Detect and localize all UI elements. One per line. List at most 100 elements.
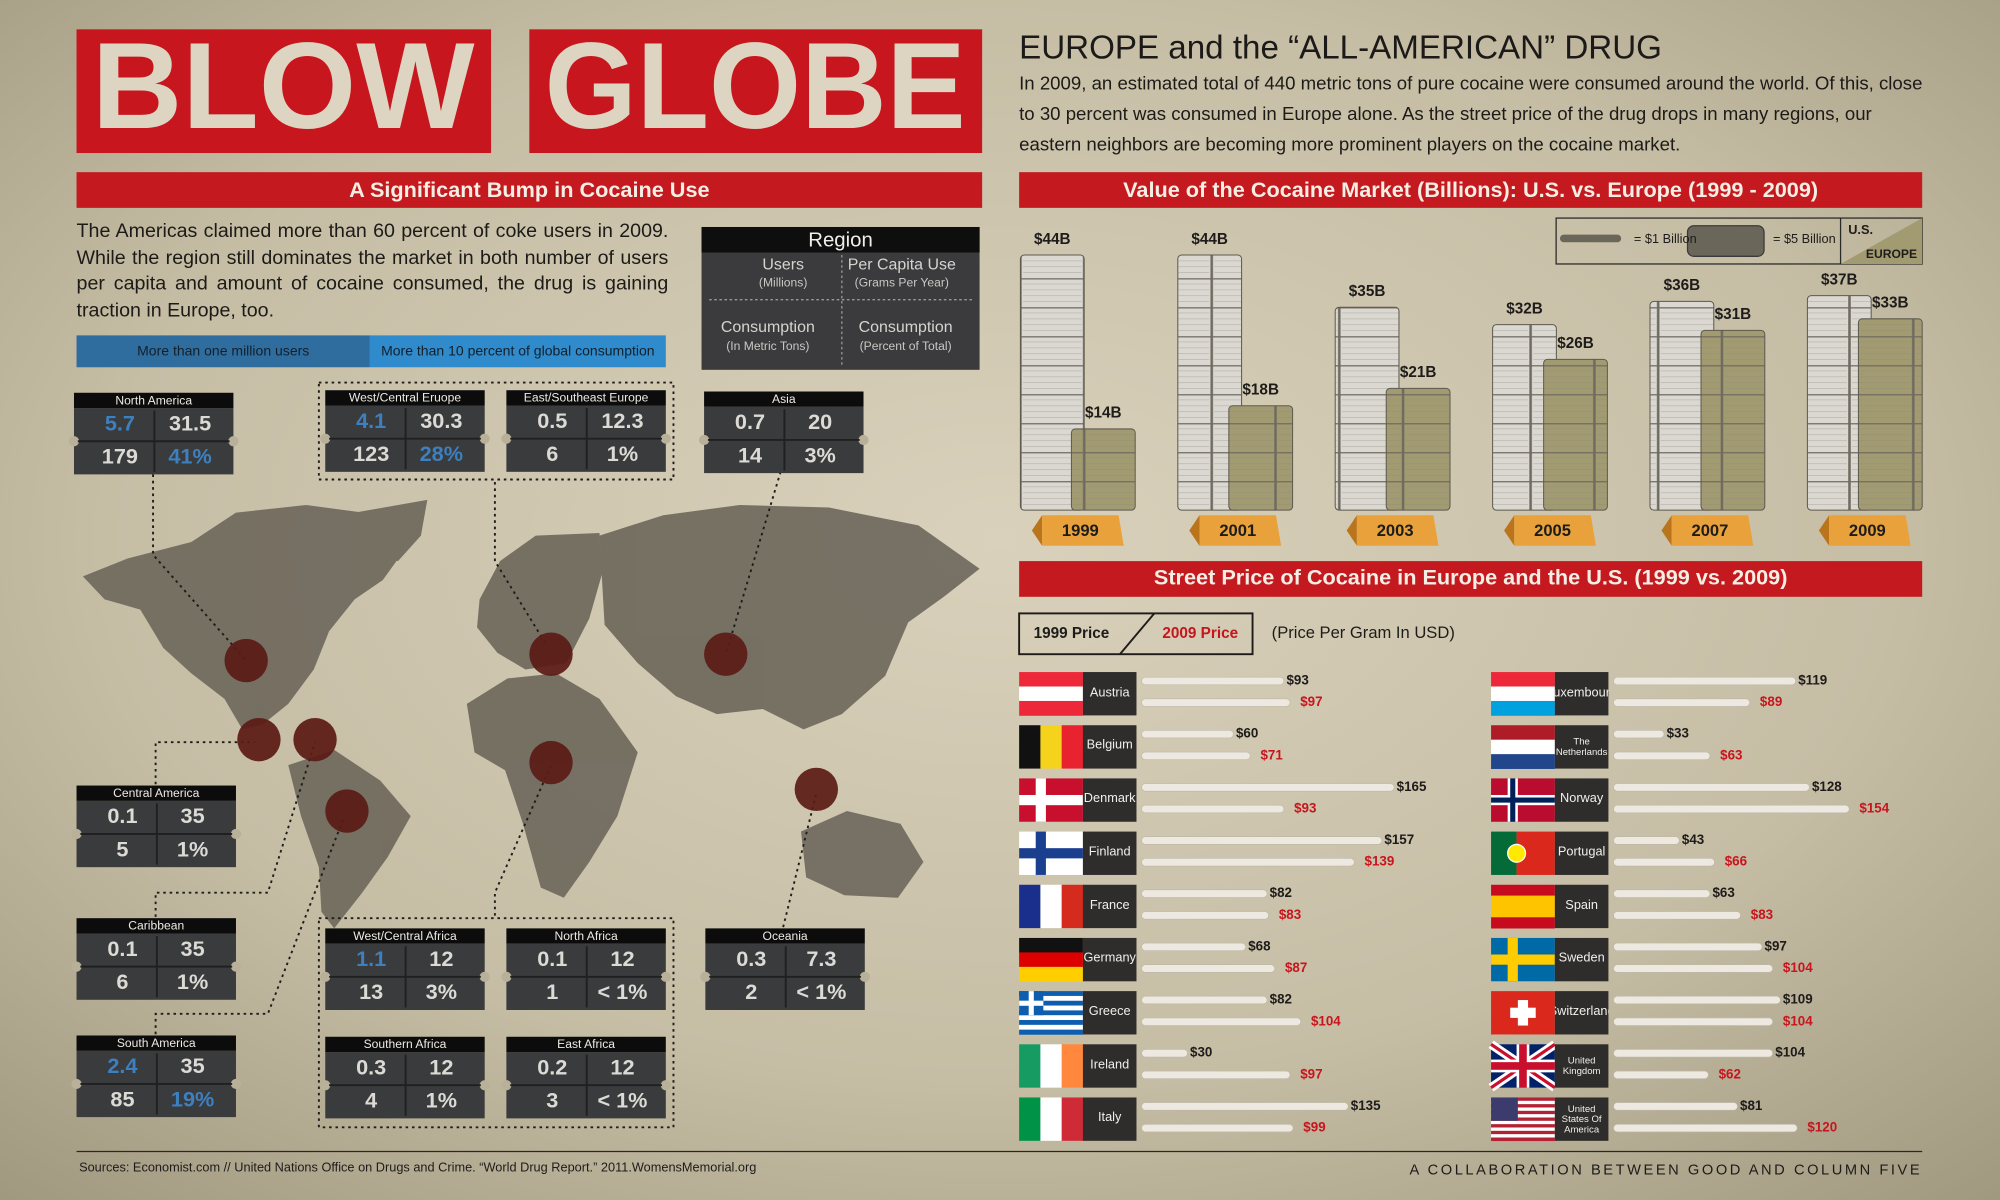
card-notch <box>501 1080 512 1091</box>
price-label: $97 <box>1300 1066 1322 1081</box>
region-header <box>76 918 236 934</box>
key-unit: (Grams Per Year) <box>855 275 949 289</box>
price-bar <box>1613 1070 1709 1080</box>
region-value: 0.1 <box>107 803 137 828</box>
flag-part <box>1491 895 1555 907</box>
country-label-box <box>1554 725 1609 769</box>
country-label-box <box>1082 991 1137 1035</box>
flag-part <box>1491 1124 1555 1128</box>
card-notch <box>320 971 331 982</box>
region-name: South America <box>117 1036 196 1050</box>
year-tag-shade <box>1504 515 1515 546</box>
country-label-box <box>1082 884 1137 929</box>
price-label: $82 <box>1270 885 1292 900</box>
price-bar <box>1613 1017 1774 1026</box>
price-label: $120 <box>1807 1120 1837 1135</box>
region-value: 41% <box>168 444 211 469</box>
card-notch <box>230 828 242 840</box>
region-value: 1% <box>177 969 208 994</box>
price-bar <box>1141 889 1268 898</box>
price-bar <box>1141 804 1285 814</box>
legend-series: 1999 Price <box>1034 625 1110 642</box>
region-value: 28% <box>420 441 463 466</box>
country-label-box: United States Of America <box>1562 1104 1602 1134</box>
market-value-label: $26B <box>1557 335 1594 352</box>
flag-part <box>1019 884 1041 929</box>
price-label: $33 <box>1667 726 1689 741</box>
flag-part <box>1019 1005 1083 1011</box>
legend-stack <box>1686 225 1765 257</box>
region-value: 3 <box>546 1088 558 1113</box>
market-value-label: $37B <box>1821 271 1858 288</box>
title-block <box>76 29 492 154</box>
price-label: $82 <box>1270 992 1292 1007</box>
flag-part <box>1040 884 1063 929</box>
price-label: $68 <box>1248 938 1271 953</box>
region-value: 0.1 <box>537 946 567 971</box>
section-band <box>1019 172 1923 208</box>
country-label-box: Austria <box>1090 686 1130 699</box>
price-label: $135 <box>1351 1098 1381 1113</box>
flag <box>1019 1044 1084 1088</box>
price-legend-box <box>1018 612 1254 656</box>
card-notch <box>228 436 239 447</box>
flag-part <box>1491 700 1555 716</box>
flag-part <box>1061 725 1084 769</box>
map-marker <box>794 767 839 812</box>
market-value-label: $44B <box>1191 231 1228 248</box>
card-notch <box>230 1078 242 1090</box>
price-label: $154 <box>1859 801 1889 816</box>
region-header <box>506 390 666 406</box>
country-label-box <box>1554 1044 1609 1088</box>
continent <box>599 504 980 730</box>
card-notch <box>660 433 671 444</box>
country-label-box: Luxembourg <box>1555 686 1609 699</box>
country-label-box <box>1554 672 1609 716</box>
key-label: Users <box>762 256 804 273</box>
flag-part <box>1019 700 1083 716</box>
region-value: < 1% <box>597 1088 647 1113</box>
region-value: 2 <box>745 979 757 1004</box>
country-label: Italy <box>1097 1111 1122 1126</box>
price-bar <box>1141 1017 1302 1026</box>
region-value: 12 <box>429 1054 453 1079</box>
country-label-box: Portugal <box>1558 846 1606 859</box>
region-name: Asia <box>772 392 796 406</box>
card-notch <box>320 433 331 444</box>
price-bar <box>1613 858 1715 867</box>
flag-part <box>1491 1110 1555 1115</box>
region-value: 35 <box>181 1053 205 1078</box>
legend-swatch <box>369 335 666 368</box>
price-label: $63 <box>1720 747 1742 762</box>
map-markers <box>224 632 839 833</box>
price-bar <box>1613 836 1680 845</box>
intro-box: In 2009, an estimated total of 440 metri… <box>1019 73 1923 156</box>
flag <box>1491 672 1555 716</box>
key-label: Consumption <box>859 319 953 336</box>
flag-part <box>1040 1097 1063 1141</box>
connector <box>154 741 256 785</box>
flag <box>1019 672 1083 716</box>
region-value: 0.2 <box>537 1054 567 1079</box>
connector <box>152 474 247 662</box>
flag <box>1019 937 1083 982</box>
price-label: $139 <box>1365 854 1395 869</box>
country-label: Ireland <box>1090 1057 1130 1073</box>
price-label: $99 <box>1303 1120 1325 1135</box>
flag-part <box>1061 1097 1084 1141</box>
flag-part <box>1019 725 1041 769</box>
intro: In 2009, an estimated total of 440 metri… <box>1019 73 1923 156</box>
flag-part <box>1491 884 1555 896</box>
card-notch <box>501 433 512 444</box>
region-value: 30.3 <box>420 408 462 433</box>
card-notch <box>71 828 82 840</box>
price-label: $83 <box>1751 907 1773 922</box>
continent <box>354 499 428 562</box>
flag-part <box>1491 1097 1555 1102</box>
price-label: $89 <box>1760 694 1782 709</box>
region-value: 4.1 <box>356 408 386 433</box>
region-value: 5 <box>116 836 128 861</box>
region-header <box>325 928 485 944</box>
country-label-box: France <box>1090 899 1130 912</box>
card-notch <box>68 436 80 447</box>
